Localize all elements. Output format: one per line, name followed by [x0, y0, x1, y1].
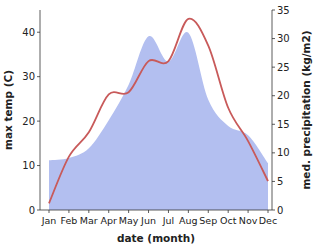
chart-root: 01020304005101520253035JanFebMarAprMayJu… — [0, 0, 318, 247]
y2-tick-label: 0 — [277, 205, 283, 216]
y2-tick-label: 20 — [277, 90, 290, 101]
y2-tick-label: 30 — [277, 33, 290, 44]
y2-axis — [272, 10, 273, 210]
x-tick — [188, 210, 189, 213]
y2-tick-label: 5 — [277, 176, 283, 187]
x-tick — [148, 210, 149, 213]
y2-tick — [272, 95, 275, 96]
chart: 01020304005101520253035JanFebMarAprMayJu… — [0, 0, 318, 247]
y-tick-label: 0 — [29, 205, 35, 216]
x-tick-label: Mar — [80, 215, 98, 226]
temp-line — [49, 19, 268, 204]
y2-tick — [272, 210, 275, 211]
x-tick — [168, 210, 169, 213]
y2-tick-label: 15 — [277, 119, 290, 130]
y2-tick — [272, 124, 275, 125]
y-tick — [37, 165, 40, 166]
x-tick-label: Sep — [199, 215, 217, 226]
x-tick — [108, 210, 109, 213]
y2-tick — [272, 67, 275, 68]
y-tick-label: 40 — [22, 27, 35, 38]
y-tick — [37, 121, 40, 122]
x-tick-label: Nov — [239, 215, 258, 226]
y-tick — [37, 76, 40, 77]
x-tick — [88, 210, 89, 213]
x-tick-label: Oct — [220, 215, 237, 226]
x-tick-label: Dec — [259, 215, 277, 226]
x-tick — [248, 210, 249, 213]
y-axis — [40, 10, 41, 210]
x-label: date (month) — [117, 232, 195, 244]
x-tick-label: Jul — [162, 215, 174, 226]
x-tick — [268, 210, 269, 213]
y-tick-label: 10 — [22, 160, 35, 171]
y2-label: med. precipitation (kg/m2) — [300, 30, 312, 189]
y2-tick — [272, 10, 275, 11]
x-tick — [208, 210, 209, 213]
x-tick-label: Jan — [41, 215, 57, 226]
x-tick-label: Jun — [140, 215, 156, 226]
y2-tick-label: 25 — [277, 62, 290, 73]
y-tick — [37, 210, 40, 211]
y2-tick-label: 10 — [277, 147, 290, 158]
x-tick — [68, 210, 69, 213]
y-tick-label: 30 — [22, 71, 35, 82]
y2-tick — [272, 181, 275, 182]
x-tick-label: Aug — [179, 215, 198, 226]
x-tick — [228, 210, 229, 213]
x-tick — [49, 210, 50, 213]
x-tick-label: Feb — [60, 215, 77, 226]
y2-tick — [272, 152, 275, 153]
y-tick-label: 20 — [22, 116, 35, 127]
y-tick — [37, 32, 40, 33]
y-label: max temp (C) — [2, 70, 14, 150]
plot-area — [49, 19, 268, 210]
x-tick-label: Apr — [101, 215, 118, 226]
x-tick — [128, 210, 129, 213]
x-axis — [40, 210, 272, 211]
x-tick-label: May — [119, 215, 139, 226]
y2-tick-label: 35 — [277, 5, 290, 16]
y2-tick — [272, 38, 275, 39]
